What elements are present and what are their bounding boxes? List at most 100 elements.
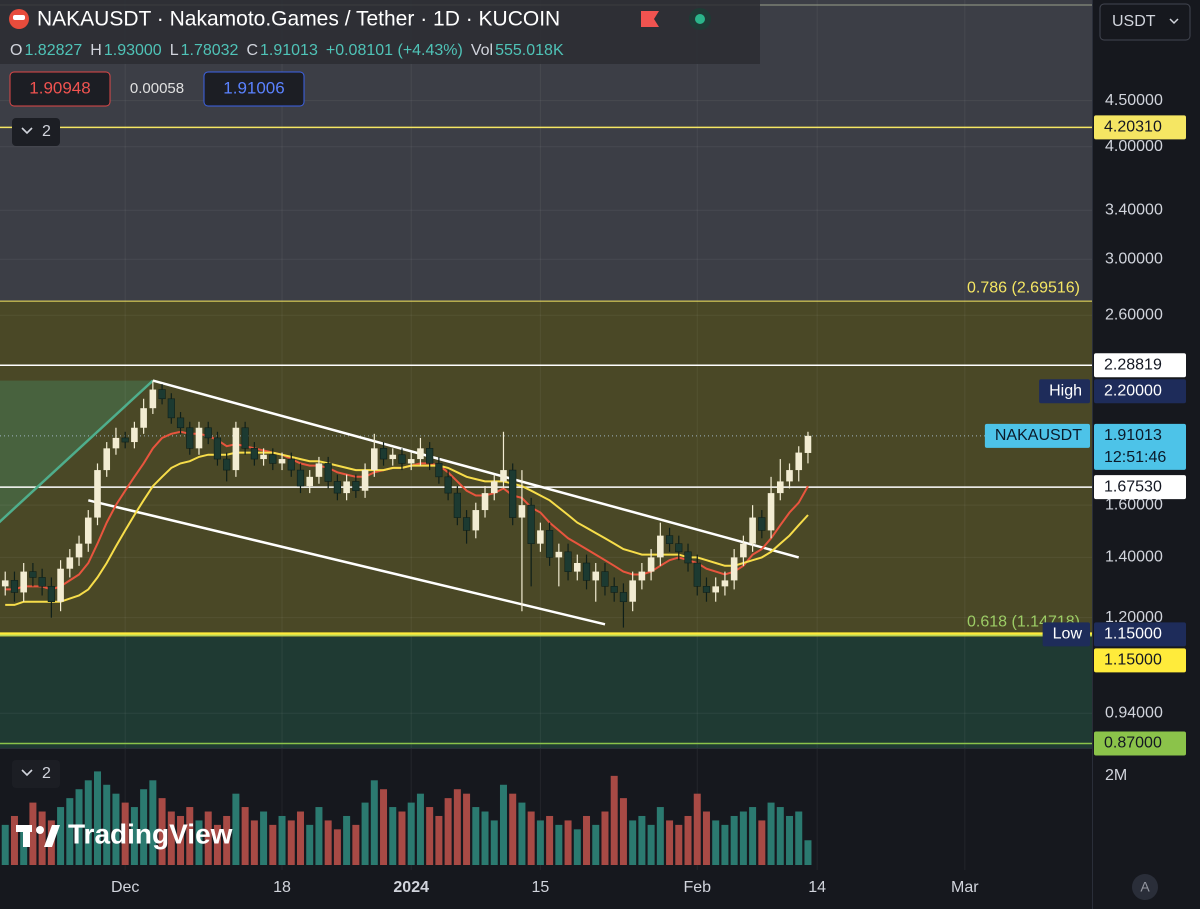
price-badge: 4.20310 <box>1094 115 1186 140</box>
candle-body <box>481 493 489 511</box>
buy-price[interactable]: 1.91006 <box>223 78 284 97</box>
candle-body <box>333 481 341 494</box>
candle-body <box>204 427 212 439</box>
candle-body <box>361 470 369 491</box>
volume-bar <box>103 784 111 865</box>
volume-value: 555.018K <box>495 42 564 59</box>
indicators-toggle[interactable] <box>12 118 60 146</box>
candle-body <box>573 563 581 572</box>
auto-scale-button[interactable] <box>1132 874 1158 900</box>
badge-name: Low <box>1053 626 1083 643</box>
volume-bar <box>1 824 9 865</box>
candle-body <box>1 580 9 587</box>
ohlc-key: L <box>170 42 179 59</box>
volume-bar <box>315 807 323 865</box>
badge-text: 1.15000 <box>1104 626 1162 643</box>
change: +0.08101 (+4.43%) <box>326 42 463 59</box>
volume-bar <box>490 820 498 865</box>
volume-bar <box>463 793 471 865</box>
badge-text: 4.20310 <box>1104 119 1162 136</box>
volume-bar <box>583 815 591 865</box>
ohlc-legend: O 1.82827 H 1.93000 L 1.78032 C 1.91013 +0.08101… <box>10 42 564 59</box>
volume-bar <box>610 775 618 865</box>
volume-bar <box>776 807 784 865</box>
volume-bar <box>84 780 92 865</box>
auto-scale-label[interactable]: A <box>1140 879 1150 895</box>
candle-body <box>435 463 443 478</box>
candle-body <box>131 427 138 443</box>
volume-bar <box>296 811 304 865</box>
volume-indicators-count[interactable]: 2 <box>42 765 51 782</box>
volume-bar <box>647 824 655 865</box>
candle-body <box>740 543 747 558</box>
currency-button[interactable] <box>1099 3 1191 41</box>
badge-name-box <box>1042 622 1090 647</box>
candle-body <box>407 459 415 464</box>
trendline <box>0 379 154 524</box>
candle-body <box>296 469 305 487</box>
candle-body <box>352 481 360 492</box>
x-tick-label: Mar <box>951 879 979 896</box>
indicators-count[interactable]: 2 <box>42 123 51 140</box>
volume-bar <box>66 798 74 865</box>
x-tick-label: 18 <box>273 879 291 896</box>
price-badge: 1.91013 12:51:46 NAKAUSDT <box>984 423 1186 470</box>
candle-body <box>767 493 775 531</box>
candle-body <box>241 427 249 449</box>
volume-bar <box>250 820 258 865</box>
chevron <box>21 769 33 777</box>
y-tick-label: 4.00000 <box>1105 138 1163 155</box>
candle-body <box>582 562 591 581</box>
volume-bar <box>795 811 803 865</box>
flag-icon[interactable] <box>641 11 659 27</box>
candle-body <box>57 568 64 602</box>
candle-body <box>749 517 756 544</box>
candle-body <box>47 586 55 603</box>
price-badge: 1.15000 <box>1094 648 1186 673</box>
volume-bar <box>749 807 757 865</box>
volume-bar <box>241 807 249 865</box>
x-tick-label: 15 <box>531 879 549 896</box>
logo-text: TradingView <box>68 818 233 849</box>
volume-bar <box>278 815 286 865</box>
candle-body <box>647 557 655 572</box>
candle-body <box>500 470 507 482</box>
candle-body <box>260 454 267 460</box>
volume-bar <box>186 807 194 865</box>
volume-indicators-toggle[interactable] <box>12 760 60 788</box>
candle-body <box>804 435 812 453</box>
volume-bar <box>380 789 388 865</box>
candle-body <box>103 448 111 471</box>
candle-body <box>657 535 664 558</box>
sell-price[interactable]: 1.90948 <box>29 78 90 97</box>
badge-text: 12:51:46 <box>1104 449 1166 466</box>
volume-bar <box>269 824 277 865</box>
volume-bar <box>167 811 175 865</box>
candle-body <box>278 459 286 464</box>
volume-bar <box>149 780 157 865</box>
fib-zone <box>0 301 1092 635</box>
ohlc-key: H <box>90 42 102 59</box>
volume-bar <box>638 815 646 865</box>
volume-bar <box>592 824 600 865</box>
buy-button[interactable] <box>203 71 305 107</box>
candle-body <box>287 458 295 471</box>
sell-button[interactable] <box>9 71 111 107</box>
badge-text: 1.67530 <box>1104 478 1162 495</box>
logo-mark <box>36 826 44 834</box>
price-badge: 1.15000 Low <box>1042 622 1186 647</box>
volume-bar <box>573 829 581 865</box>
currency[interactable]: USDT <box>1112 13 1156 30</box>
candle-body <box>29 571 37 578</box>
ohlc-key: O <box>10 42 22 59</box>
volume-bar <box>177 815 185 865</box>
candle-body <box>379 448 388 460</box>
badge-text: 1.15000 <box>1104 652 1162 669</box>
time-axis <box>0 870 1092 909</box>
symbol-title: NAKAUSDT · Nakamoto.Games / Tether · 1D … <box>37 8 560 31</box>
candle-body <box>638 571 646 581</box>
ohlc-value: 1.78032 <box>181 42 239 59</box>
volume-bar <box>343 815 351 865</box>
candle-body <box>730 557 738 581</box>
volume-bar <box>666 820 674 865</box>
